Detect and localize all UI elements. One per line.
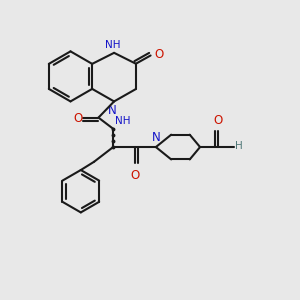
Text: O: O [73, 112, 83, 125]
Text: NH: NH [115, 116, 130, 126]
Text: N: N [108, 104, 117, 117]
Text: N: N [152, 130, 160, 143]
Text: NH: NH [105, 40, 120, 50]
Text: O: O [131, 169, 140, 182]
Text: O: O [213, 114, 222, 127]
Text: H: H [235, 142, 243, 152]
Text: O: O [154, 48, 164, 62]
